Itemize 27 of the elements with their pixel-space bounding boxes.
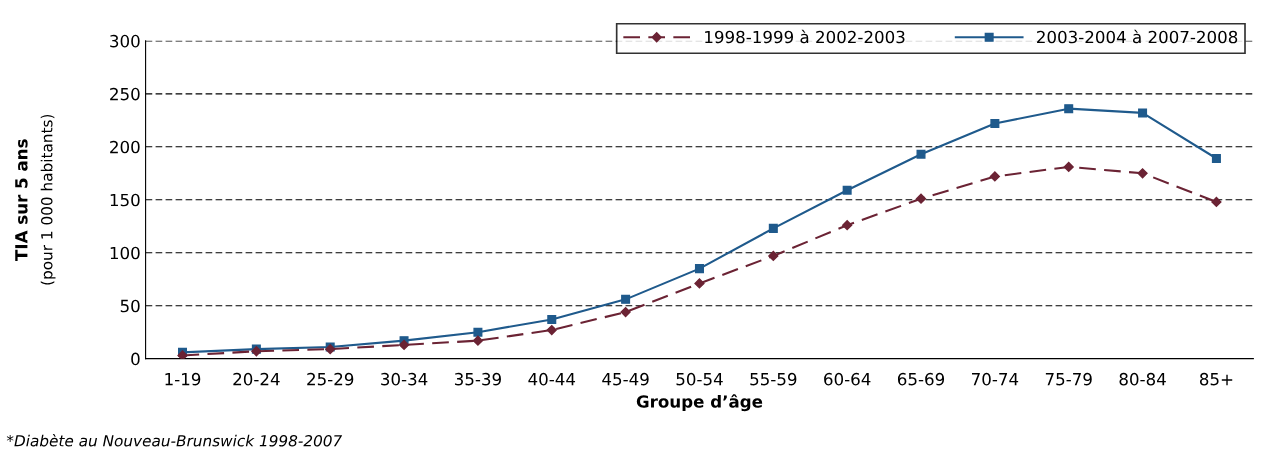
x-axis-title: Groupe d’âge (636, 394, 763, 412)
y-tick-label: 250 (110, 87, 140, 101)
x-tick-label: 65-69 (897, 372, 945, 386)
x-tick-label: 30-34 (381, 372, 428, 386)
x-tick-label: 45-49 (602, 372, 649, 386)
legend-label: 2003-2004 à 2007-2008 (1037, 29, 1238, 44)
x-tick-label: 20-24 (233, 372, 280, 386)
y-tick-label: 100 (110, 246, 140, 260)
x-tick-label: 50-54 (676, 372, 723, 386)
x-tick-label: 35-39 (454, 372, 501, 386)
y-axis-title: TIA sur 5 ans (pour 1 000 habitants) (15, 114, 56, 285)
y-tick-label: 150 (110, 193, 140, 207)
y-tick-label: 300 (110, 34, 140, 48)
y-tick-label: 0 (131, 352, 140, 366)
x-tick-label: 80-84 (1119, 372, 1166, 386)
x-tick-label: 85+ (1199, 372, 1233, 386)
x-tick-label: 75-79 (1045, 372, 1092, 386)
x-tick-label: 25-29 (307, 372, 354, 386)
x-tick-label: 55-59 (750, 372, 797, 386)
legend-label: 1998-1999 à 2002-2003 (705, 29, 905, 44)
x-tick-label: 60-64 (824, 372, 871, 386)
x-tick-label: 1-19 (165, 372, 201, 386)
x-tick-label: 70-74 (972, 372, 1019, 386)
y-tick-label: 50 (120, 299, 140, 313)
y-tick-label: 200 (110, 140, 140, 154)
x-tick-label: 40-44 (528, 372, 576, 386)
text: *Diabète au Nouveau-Brunswick 1998-2007 (6, 434, 343, 447)
